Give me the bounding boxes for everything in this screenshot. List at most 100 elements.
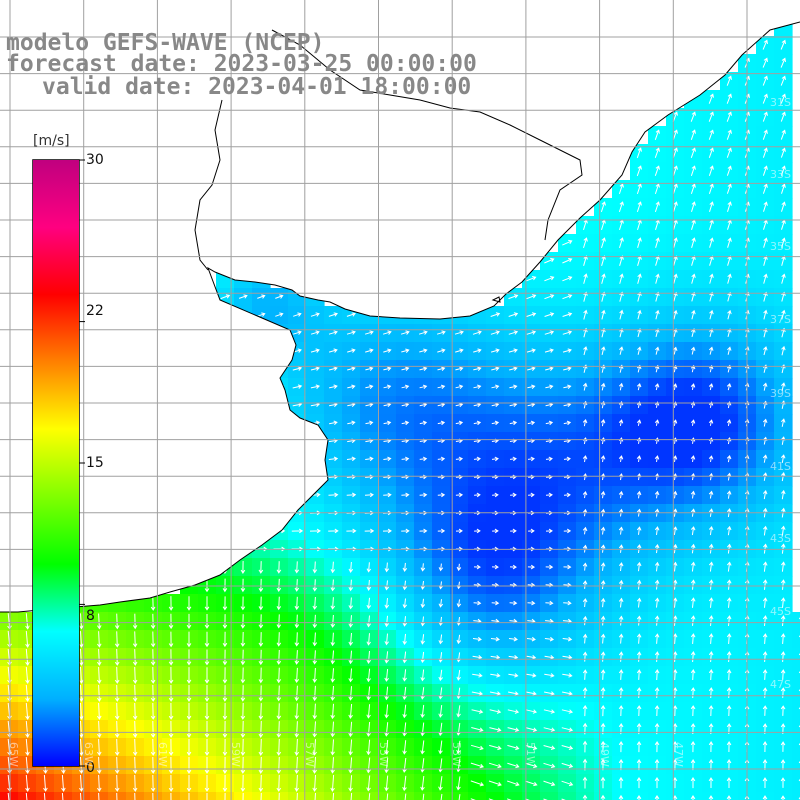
wind-arrow	[618, 597, 624, 608]
wind-arrow	[708, 455, 714, 462]
wind-arrow	[672, 561, 678, 572]
wind-arrow	[508, 312, 519, 317]
wind-arrow	[168, 596, 174, 611]
wind-arrow	[364, 528, 375, 534]
lon-label: 65W	[7, 742, 20, 767]
wind-arrow	[492, 528, 499, 534]
wind-arrow	[150, 738, 156, 756]
wind-arrow	[525, 780, 538, 787]
wind-arrow	[330, 721, 335, 738]
wind-arrow	[328, 348, 338, 353]
wind-arrow	[600, 580, 606, 590]
wind-arrow	[204, 667, 210, 684]
wind-arrow	[240, 667, 246, 684]
wind-arrow	[366, 597, 372, 610]
wind-arrow	[726, 795, 732, 800]
wind-arrow	[654, 705, 660, 717]
wind-arrow	[170, 792, 172, 800]
wind-arrow	[690, 669, 696, 681]
wind-arrow	[384, 615, 389, 628]
wind-arrow	[636, 183, 642, 195]
wind-arrow	[419, 492, 428, 498]
wind-arrow	[328, 492, 339, 498]
wind-arrow	[364, 330, 374, 335]
wind-arrow	[186, 667, 192, 684]
wind-arrow	[636, 490, 642, 499]
wind-arrow	[619, 273, 624, 284]
wind-arrow	[708, 111, 714, 122]
wind-arrow	[114, 648, 120, 666]
wind-arrow	[762, 777, 768, 788]
wind-arrow	[206, 793, 208, 800]
wind-arrow	[690, 758, 696, 771]
wind-arrow	[525, 727, 538, 732]
wind-arrow	[491, 366, 500, 371]
wind-arrow	[562, 691, 573, 696]
wind-arrow	[708, 669, 714, 681]
colorbar-tick-8: 8	[86, 608, 95, 624]
wind-arrow	[526, 330, 537, 335]
wind-arrow	[294, 774, 300, 792]
wind-arrow	[708, 346, 714, 355]
wind-arrow	[509, 384, 518, 390]
wind-arrow	[402, 580, 408, 591]
wind-arrow	[366, 775, 371, 792]
wind-arrow	[618, 705, 624, 717]
wind-arrow	[420, 687, 425, 700]
wind-arrow	[618, 669, 624, 680]
wind-arrow	[96, 666, 102, 684]
wind-arrow	[672, 455, 678, 462]
wind-arrow	[420, 722, 425, 737]
wind-arrow	[382, 528, 392, 534]
colorbar-gradient	[33, 160, 79, 766]
wind-arrow	[563, 456, 571, 462]
wind-arrow	[655, 346, 660, 355]
wind-arrow	[544, 257, 555, 264]
wind-arrow	[543, 762, 556, 769]
wind-arrow	[780, 454, 786, 463]
wind-arrow	[347, 420, 356, 426]
wind-arrow	[672, 165, 678, 176]
wind-arrow	[601, 291, 606, 302]
wind-arrow	[168, 649, 174, 666]
wind-arrow	[690, 346, 696, 355]
wind-arrow	[544, 636, 555, 642]
wind-arrow	[709, 201, 714, 212]
wind-arrow	[690, 740, 696, 753]
wind-arrow	[636, 669, 642, 680]
wind-arrow	[348, 668, 353, 683]
wind-arrow	[134, 792, 136, 800]
wind-arrow	[132, 756, 138, 774]
wind-arrow	[762, 651, 768, 662]
wind-arrow	[690, 147, 696, 158]
wind-arrow	[310, 348, 320, 353]
wind-cell	[792, 648, 800, 667]
wind-arrow	[780, 651, 786, 662]
wind-arrow	[562, 673, 573, 678]
wind-arrow	[708, 419, 714, 426]
wind-arrow	[527, 384, 536, 390]
wind-arrow	[473, 564, 481, 570]
wind-arrow	[114, 684, 120, 702]
wind-arrow	[276, 774, 282, 792]
wind-arrow	[458, 794, 461, 800]
wind-arrow	[545, 600, 554, 606]
wind-arrow	[544, 673, 555, 678]
wind-arrow	[561, 780, 574, 787]
wind-arrow	[350, 792, 353, 800]
wind-arrow	[346, 330, 356, 335]
wind-arrow	[489, 709, 502, 714]
wind-cell	[792, 666, 800, 685]
wind-arrow	[383, 384, 392, 390]
wind-arrow	[96, 613, 102, 630]
wind-arrow	[636, 561, 642, 572]
wind-arrow	[348, 757, 353, 774]
wind-arrow	[582, 794, 588, 800]
land-border	[271, 29, 583, 241]
wind-arrow	[490, 636, 500, 642]
wind-arrow	[654, 633, 660, 644]
wind-arrow	[204, 685, 210, 702]
wind-arrow	[654, 455, 660, 462]
wind-arrow	[507, 727, 520, 732]
wind-arrow	[780, 165, 786, 176]
